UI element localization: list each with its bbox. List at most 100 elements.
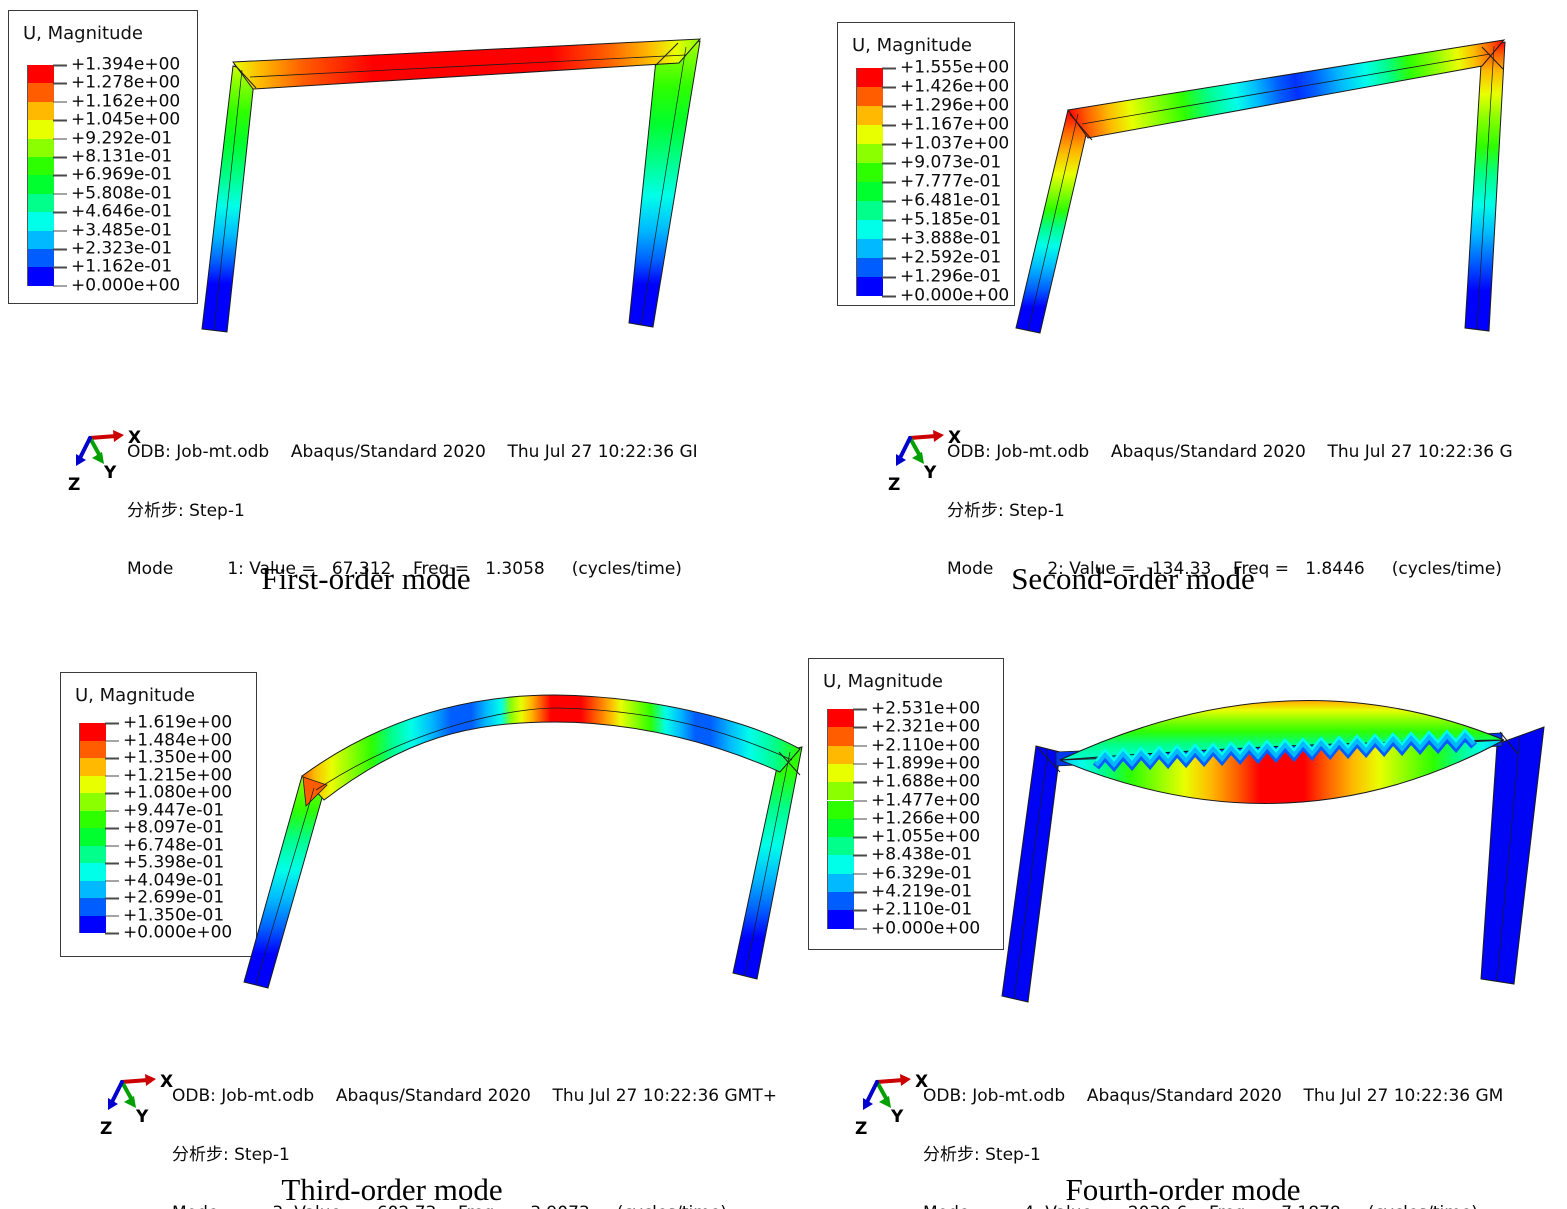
legend-color-band bbox=[27, 175, 54, 194]
legend-tick bbox=[105, 740, 119, 742]
legend-color-band bbox=[856, 182, 883, 201]
legend-tick bbox=[882, 105, 896, 107]
legend-color-band bbox=[79, 758, 106, 776]
axis-label-x: X bbox=[128, 428, 141, 448]
legend-color-band bbox=[27, 101, 54, 121]
legend-value: +1.162e-01 bbox=[71, 256, 173, 277]
legend-tick bbox=[853, 836, 867, 839]
legend-color-band bbox=[827, 873, 854, 892]
legend-tick bbox=[853, 763, 867, 765]
legend-tick bbox=[882, 219, 896, 221]
legend-value: +2.110e+00 bbox=[871, 735, 981, 756]
legend-tick bbox=[53, 174, 67, 177]
legend-tick bbox=[882, 67, 896, 69]
beam bbox=[1067, 39, 1506, 139]
legend-tick bbox=[882, 181, 896, 183]
beam-chord bbox=[1055, 732, 1503, 767]
legend-color-band bbox=[79, 793, 106, 811]
legend-value: +1.296e-01 bbox=[900, 266, 1002, 287]
legend-tick bbox=[53, 193, 67, 195]
legend-value: +1.037e+00 bbox=[900, 133, 1010, 154]
corner-gusset-line bbox=[654, 42, 679, 67]
legend-color-band bbox=[827, 727, 854, 746]
legend-title: U, Magnitude bbox=[823, 671, 943, 692]
odb-info-line3: Mode 3: Value = 602.73 Freq = 3.9073 (cy… bbox=[172, 1203, 777, 1209]
odb-info-block: ODB: Job-mt.odb Abaqus/Standard 2020 Thu… bbox=[172, 1048, 777, 1209]
column-edge bbox=[1027, 113, 1079, 332]
legend-color-band bbox=[79, 828, 106, 846]
legend-value: +1.045e+00 bbox=[71, 109, 181, 130]
beam-flange-edge bbox=[1081, 53, 1491, 125]
legend-value: +4.646e-01 bbox=[71, 201, 173, 222]
legend-tick bbox=[53, 119, 67, 122]
odb-info-block: ODB: Job-mt.odb Abaqus/Standard 2020 Thu… bbox=[127, 404, 698, 619]
legend-color-band bbox=[856, 258, 883, 277]
legend-tick bbox=[53, 101, 67, 103]
legend-value: +3.888e-01 bbox=[900, 228, 1002, 249]
legend-value: +1.162e+00 bbox=[71, 91, 181, 112]
odb-info-line2: 分析步: Step-1 bbox=[947, 500, 1065, 521]
left-column bbox=[201, 65, 256, 333]
legend-value: +4.219e-01 bbox=[871, 881, 973, 902]
legend-value: +2.321e+00 bbox=[871, 716, 981, 737]
legend-value: +1.555e+00 bbox=[900, 57, 1010, 78]
legend-color-band bbox=[79, 810, 106, 828]
legend-tick bbox=[853, 726, 867, 729]
axis-label-z: Z bbox=[888, 475, 900, 495]
mode-shape-viewport-4 bbox=[1001, 699, 1545, 1003]
legend-tick bbox=[53, 138, 67, 140]
legend-value: +1.296e+00 bbox=[900, 95, 1010, 116]
legend-mode-4: U, Magnitude +2.531e+00 +2.321e+00 +2.110e… bbox=[808, 658, 1004, 950]
legend-color-band bbox=[79, 740, 106, 758]
legend-tick bbox=[105, 932, 119, 934]
legend-color-band bbox=[827, 837, 854, 856]
legend-title: U, Magnitude bbox=[23, 23, 143, 44]
legend-value: +2.110e-01 bbox=[871, 899, 973, 920]
legend-color-band bbox=[827, 782, 854, 801]
legend-value: +6.329e-01 bbox=[871, 863, 973, 884]
odb-info-block: ODB: Job-mt.odb Abaqus/Standard 2020 Thu… bbox=[923, 1048, 1503, 1209]
legend-tick bbox=[105, 845, 119, 847]
legend-value: +7.777e-01 bbox=[900, 171, 1002, 192]
odb-info-line2: 分析步: Step-1 bbox=[923, 1144, 1041, 1165]
legend-color-band bbox=[856, 144, 883, 163]
column-edge bbox=[1476, 45, 1495, 331]
legend-tick bbox=[853, 708, 867, 710]
legend-value: +5.185e-01 bbox=[900, 209, 1002, 230]
legend-color-band bbox=[79, 898, 106, 916]
legend-tick bbox=[853, 909, 867, 912]
legend-tick bbox=[53, 64, 67, 66]
column-edge bbox=[744, 751, 791, 977]
legend-color-band bbox=[856, 239, 883, 258]
odb-info-line2: 分析步: Step-1 bbox=[172, 1144, 290, 1165]
legend-color-band bbox=[856, 68, 883, 87]
legend-tick bbox=[882, 200, 896, 202]
legend-tick bbox=[105, 827, 119, 829]
legend-value: +3.485e-01 bbox=[71, 220, 173, 241]
legend-mode-3: U, Magnitude +1.619e+00 +1.484e+00 +1.350e… bbox=[60, 672, 257, 957]
legend-color-band bbox=[27, 120, 54, 139]
corner-gusset-line bbox=[1069, 113, 1093, 141]
legend-value: +1.055e+00 bbox=[871, 826, 981, 847]
legend-tick bbox=[105, 915, 119, 917]
legend-color-band bbox=[79, 863, 106, 881]
odb-info-line2: 分析步: Step-1 bbox=[127, 500, 245, 521]
axis-label-x: X bbox=[948, 428, 961, 448]
legend-value: +5.398e-01 bbox=[123, 852, 225, 873]
corner-gusset bbox=[302, 776, 328, 807]
legend-color-band bbox=[856, 87, 883, 106]
legend-value: +6.481e-01 bbox=[900, 190, 1002, 211]
axis-label-y: Y bbox=[103, 463, 117, 483]
legend-tick bbox=[882, 143, 896, 145]
legend-value: +5.808e-01 bbox=[71, 183, 173, 204]
right-column bbox=[1464, 41, 1506, 332]
beam-flange-edge bbox=[315, 707, 793, 791]
legend-color-band bbox=[856, 277, 883, 296]
legend-value: +6.969e-01 bbox=[71, 164, 173, 185]
axis-triad-icon: X Y Z bbox=[100, 1072, 173, 1139]
legend-color-band bbox=[27, 267, 54, 286]
axis-label-y: Y bbox=[923, 463, 937, 483]
legend-value: +0.000e+00 bbox=[871, 918, 981, 939]
legend-tick bbox=[105, 880, 119, 882]
beam-lower-lobe bbox=[1059, 739, 1505, 804]
